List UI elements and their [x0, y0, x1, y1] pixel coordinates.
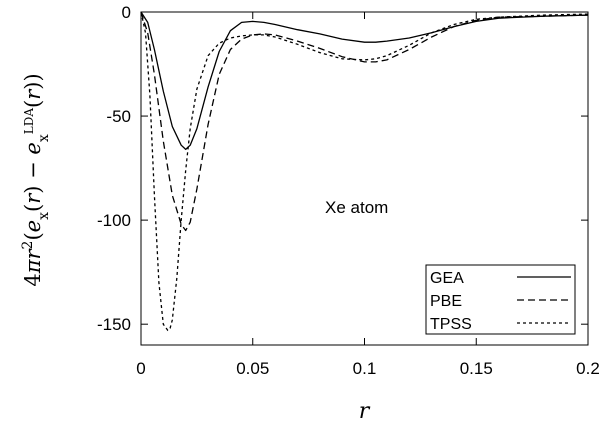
- series-layer: [140, 11, 589, 332]
- series-line-gea: [140, 11, 589, 151]
- y-tick-label: -50: [106, 107, 131, 126]
- svg-text:4πr2(ex(r) − exLDA(r)): 4πr2(ex(r) − exLDA(r)): [20, 73, 52, 286]
- legend-label-gea: GEA: [430, 270, 464, 287]
- y-tick-label: -100: [97, 211, 131, 230]
- x-tick-label: 0.2: [576, 359, 600, 378]
- y-tick-label: 0: [122, 3, 131, 22]
- x-tick-label: 0.1: [353, 359, 377, 378]
- x-tick-label: 0.05: [236, 359, 269, 378]
- annotation-xe-atom: Xe atom: [325, 198, 388, 217]
- y-tick-label: -150: [97, 315, 131, 334]
- legend-label-pbe: PBE: [430, 293, 462, 310]
- legend: GEA PBE TPSS: [425, 264, 576, 335]
- x-tick-label: 0: [136, 359, 145, 378]
- tick-layer: 0 0.05 0.1 0.15 0.2 0 -50 -100 -150: [97, 3, 600, 378]
- y-axis-label: 4πr2(ex(r) − exLDA(r)): [20, 73, 52, 286]
- x-tick-label: 0.15: [460, 359, 493, 378]
- legend-label-tpss: TPSS: [430, 316, 472, 333]
- x-axis-label: r: [359, 399, 371, 424]
